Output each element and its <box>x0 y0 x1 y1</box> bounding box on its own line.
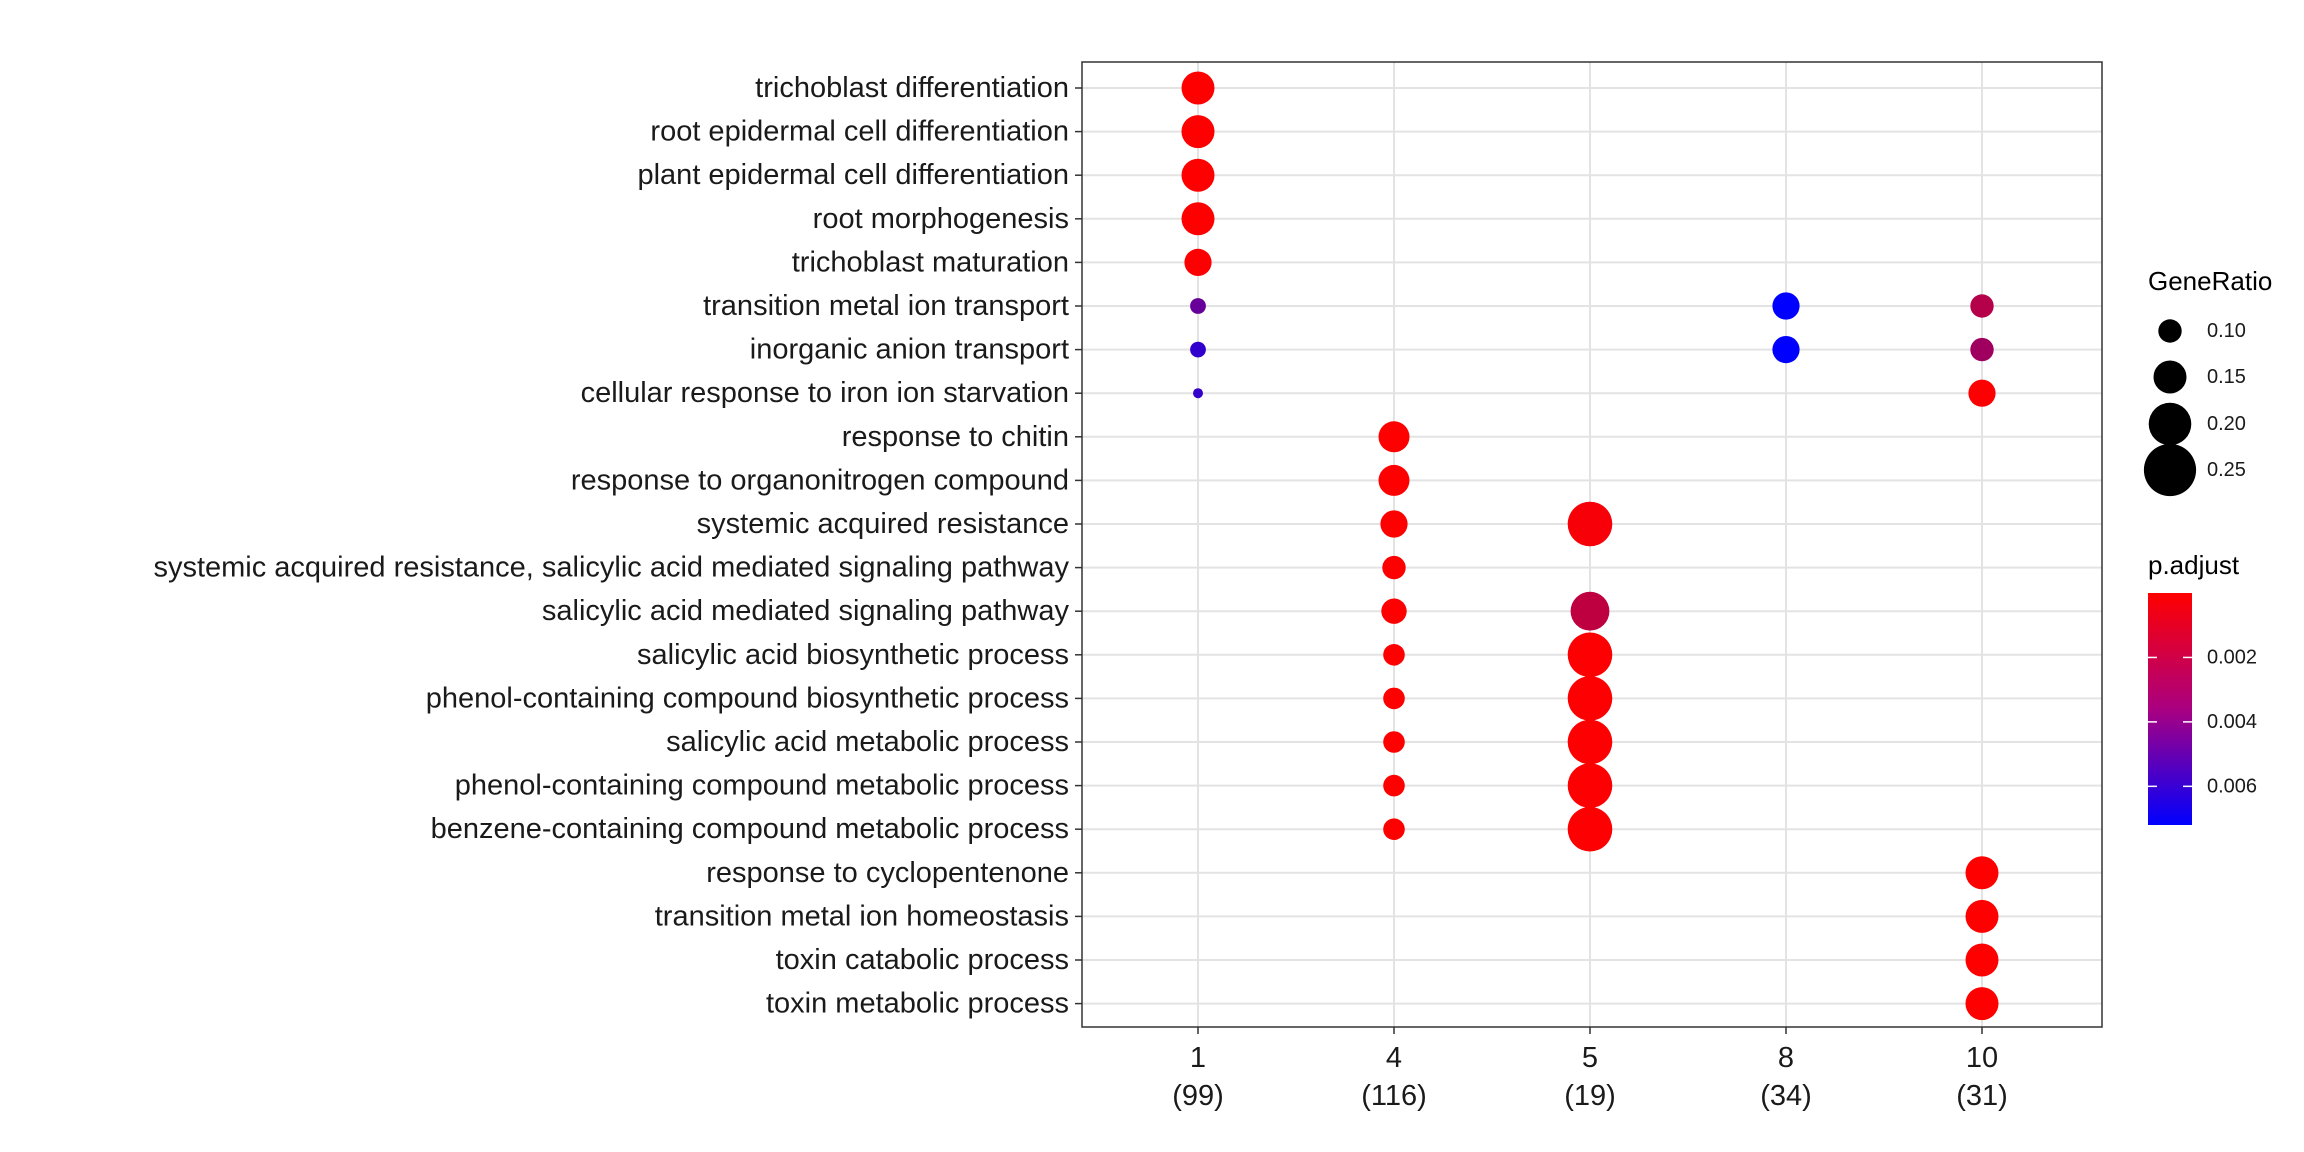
y-tick-label: plant epidermal cell differentiation <box>637 159 1069 191</box>
y-tick-label: salicylic acid metabolic process <box>666 726 1069 758</box>
y-tick-label: toxin metabolic process <box>766 988 1069 1020</box>
data-point <box>1383 644 1405 666</box>
legend-size-key <box>2143 443 2197 497</box>
data-point <box>1567 763 1613 808</box>
y-tick-label: response to cyclopentenone <box>706 857 1069 889</box>
data-point <box>1567 501 1613 547</box>
data-point <box>1772 336 1800 364</box>
data-point <box>1378 464 1410 496</box>
data-point <box>1567 676 1613 721</box>
plot-panel <box>1081 61 2103 1028</box>
data-point <box>1970 337 1994 362</box>
y-tick-label: root morphogenesis <box>813 203 1069 235</box>
p-adjust-legend: p.adjust 0.002 0.004 0.006 <box>2148 550 2257 825</box>
data-point <box>1970 294 1994 318</box>
y-tick-label: salicylic acid mediated signaling pathwa… <box>542 595 1070 627</box>
data-point <box>1190 341 1206 358</box>
color-bar-label: 0.004 <box>2207 711 2257 733</box>
legend-title: GeneRatio <box>2148 266 2272 296</box>
data-point <box>1383 731 1405 753</box>
x-tick-label: 5 <box>1582 1042 1598 1074</box>
data-point <box>1380 510 1408 538</box>
color-bar-label: 0.006 <box>2207 775 2257 797</box>
x-tick-count-label: (99) <box>1172 1080 1224 1112</box>
data-point <box>1181 71 1215 105</box>
legend-size-label: 0.15 <box>2207 366 2246 388</box>
y-tick-label: cellular response to iron ion starvation <box>581 377 1069 409</box>
y-tick-label: trichoblast differentiation <box>755 72 1069 104</box>
data-point <box>1965 899 1999 933</box>
y-tick-label: systemic acquired resistance <box>697 508 1069 540</box>
x-tick-label: 8 <box>1778 1042 1794 1074</box>
y-tick-label: response to organonitrogen compound <box>571 464 1069 496</box>
y-tick-label: salicylic acid biosynthetic process <box>637 639 1069 671</box>
x-tick-label: 4 <box>1386 1042 1402 1074</box>
legend-size-key <box>2153 360 2187 394</box>
x-tick-count-label: (31) <box>1956 1080 2008 1112</box>
y-tick-label: systemic acquired resistance, salicylic … <box>153 552 1069 584</box>
data-point <box>1965 987 1999 1021</box>
data-points <box>1181 71 1999 1021</box>
data-point <box>1193 388 1203 399</box>
legend-size-label: 0.20 <box>2207 413 2246 435</box>
y-tick-label: toxin catabolic process <box>776 944 1069 976</box>
y-tick-label: transition metal ion transport <box>703 290 1069 322</box>
x-tick-count-label: (34) <box>1760 1080 1812 1112</box>
data-point <box>1381 598 1407 624</box>
data-point <box>1383 687 1405 710</box>
x-tick-count-label: (116) <box>1361 1080 1427 1112</box>
data-point <box>1570 591 1610 631</box>
data-point <box>1965 856 1999 890</box>
data-point <box>1772 292 1800 320</box>
legend-size-label: 0.25 <box>2207 459 2246 481</box>
y-tick-label: inorganic anion transport <box>750 334 1069 366</box>
data-point <box>1181 158 1215 192</box>
y-tick-label: root epidermal cell differentiation <box>650 116 1069 148</box>
data-point <box>1567 806 1613 852</box>
y-tick-label: phenol-containing compound biosynthetic … <box>426 682 1069 714</box>
data-point <box>1965 943 1999 977</box>
color-bar-label: 0.002 <box>2207 646 2257 668</box>
data-point <box>1968 379 1996 407</box>
y-axis-labels: trichoblast differentiation root epiderma… <box>153 72 1082 1020</box>
data-point <box>1181 202 1215 236</box>
y-tick-label: response to chitin <box>842 421 1069 453</box>
data-point <box>1383 774 1405 797</box>
legend-size-label: 0.10 <box>2207 320 2246 342</box>
x-tick-label: 1 <box>1190 1042 1206 1074</box>
color-bar <box>2148 593 2192 825</box>
data-point <box>1383 818 1405 840</box>
data-point <box>1567 719 1613 765</box>
x-tick-count-label: (19) <box>1564 1080 1616 1112</box>
x-tick-label: 10 <box>1966 1042 1998 1074</box>
y-tick-label: transition metal ion homeostasis <box>655 900 1069 932</box>
y-tick-label: phenol-containing compound metabolic pro… <box>455 770 1069 802</box>
generatio-legend: GeneRatio 0.10 0.15 0.20 0.25 <box>2143 266 2272 497</box>
data-point <box>1378 421 1410 453</box>
data-point <box>1382 555 1406 580</box>
data-point <box>1181 115 1215 149</box>
legend-title: p.adjust <box>2148 550 2240 580</box>
legend-size-key <box>2148 402 2192 446</box>
data-point <box>1567 632 1613 678</box>
x-axis-labels: 1 (99) 4 (116) 5 (19) 8 (34) 10 (31) <box>1172 1027 2008 1112</box>
legend-size-key <box>2158 319 2182 343</box>
data-point <box>1184 248 1212 276</box>
y-tick-label: trichoblast maturation <box>792 246 1069 278</box>
y-tick-label: benzene-containing compound metabolic pr… <box>431 813 1069 845</box>
data-point <box>1190 298 1206 314</box>
